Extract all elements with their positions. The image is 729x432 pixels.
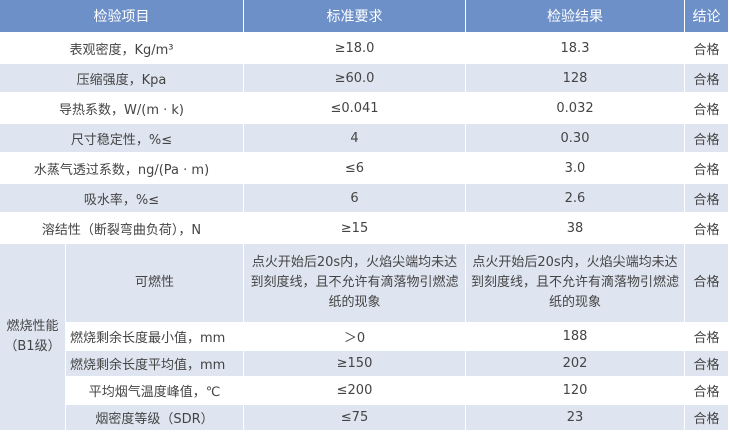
header-item: 检验项目 — [0, 0, 244, 34]
standard-cell: ≥18.0 — [244, 34, 466, 64]
item-cell: 可燃性 — [66, 244, 244, 324]
result-cell: 23 — [466, 405, 685, 432]
standard-cell: ≥15 — [244, 214, 466, 244]
table-row: 溶结性（断裂弯曲负荷），N ≥15 38 合格 — [0, 214, 729, 244]
standard-cell: 4 — [244, 124, 466, 154]
header-row: 检验项目 标准要求 检验结果 结论 — [0, 0, 729, 34]
standard-cell: ≤6 — [244, 154, 466, 184]
result-cell: 38 — [466, 214, 685, 244]
header-result: 检验结果 — [466, 0, 685, 34]
table-row: 表观密度，Kg/m³ ≥18.0 18.3 合格 — [0, 34, 729, 64]
table-row: 水蒸气透过系数，ng/(Pa · m) ≤6 3.0 合格 — [0, 154, 729, 184]
result-cell: 2.6 — [466, 184, 685, 214]
result-cell: 0.032 — [466, 94, 685, 124]
table-row: 平均烟气温度峰值，℃ ≤200 120 合格 — [0, 378, 729, 405]
standard-cell: 6 — [244, 184, 466, 214]
conclusion-cell: 合格 — [685, 351, 729, 378]
item-cell: 水蒸气透过系数，ng/(Pa · m) — [0, 154, 244, 184]
item-cell: 平均烟气温度峰值，℃ — [66, 378, 244, 405]
standard-cell: ≤75 — [244, 405, 466, 432]
conclusion-cell: 合格 — [685, 154, 729, 184]
item-cell: 导热系数，W/(m · k) — [0, 94, 244, 124]
result-cell: 120 — [466, 378, 685, 405]
result-cell: 3.0 — [466, 154, 685, 184]
item-cell: 烟密度等级（SDR） — [66, 405, 244, 432]
table-row: 压缩强度，Kpa ≥60.0 128 合格 — [0, 64, 729, 94]
table-row: 燃烧剩余长度平均值，mm ≥150 202 合格 — [0, 351, 729, 378]
standard-cell: ＞0 — [244, 324, 466, 351]
standard-cell: ≥60.0 — [244, 64, 466, 94]
standard-cell: ≤0.041 — [244, 94, 466, 124]
result-cell: 188 — [466, 324, 685, 351]
table-row: 尺寸稳定性，%≤ 4 0.30 合格 — [0, 124, 729, 154]
result-cell: 128 — [466, 64, 685, 94]
header-standard: 标准要求 — [244, 0, 466, 34]
conclusion-cell: 合格 — [685, 124, 729, 154]
table-row: 导热系数，W/(m · k) ≤0.041 0.032 合格 — [0, 94, 729, 124]
conclusion-cell: 合格 — [685, 405, 729, 432]
conclusion-cell: 合格 — [685, 244, 729, 324]
conclusion-cell: 合格 — [685, 324, 729, 351]
item-cell: 燃烧剩余长度平均值，mm — [66, 351, 244, 378]
table-row: 烟密度等级（SDR） ≤75 23 合格 — [0, 405, 729, 432]
result-cell: 0.30 — [466, 124, 685, 154]
standard-cell: ≥150 — [244, 351, 466, 378]
conclusion-cell: 合格 — [685, 34, 729, 64]
standard-cell: ≤200 — [244, 378, 466, 405]
conclusion-cell: 合格 — [685, 184, 729, 214]
group-label-cell: 燃烧性能（B1级） — [0, 244, 66, 432]
result-cell: 点火开始后20s内，火焰尖端均未达到刻度线，且不允许有滴落物引燃滤纸的现象 — [466, 244, 685, 324]
conclusion-cell: 合格 — [685, 94, 729, 124]
conclusion-cell: 合格 — [685, 64, 729, 94]
table-row: 燃烧剩余长度最小值，mm ＞0 188 合格 — [0, 324, 729, 351]
result-cell: 18.3 — [466, 34, 685, 64]
header-conclusion: 结论 — [685, 0, 729, 34]
conclusion-cell: 合格 — [685, 378, 729, 405]
item-cell: 吸水率，%≤ — [0, 184, 244, 214]
item-cell: 尺寸稳定性，%≤ — [0, 124, 244, 154]
table-row: 燃烧性能（B1级） 可燃性 点火开始后20s内，火焰尖端均未达到刻度线，且不允许有滴… — [0, 244, 729, 432]
item-cell: 表观密度，Kg/m³ — [0, 34, 244, 64]
item-cell: 压缩强度，Kpa — [0, 64, 244, 94]
table-row: 吸水率，%≤ 6 2.6 合格 — [0, 184, 729, 214]
conclusion-cell: 合格 — [685, 214, 729, 244]
item-cell: 燃烧剩余长度最小值，mm — [66, 324, 244, 351]
item-cell: 溶结性（断裂弯曲负荷），N — [0, 214, 244, 244]
standard-cell: 点火开始后20s内，火焰尖端均未达到刻度线，且不允许有滴落物引燃滤纸的现象 — [244, 244, 466, 324]
result-cell: 202 — [466, 351, 685, 378]
